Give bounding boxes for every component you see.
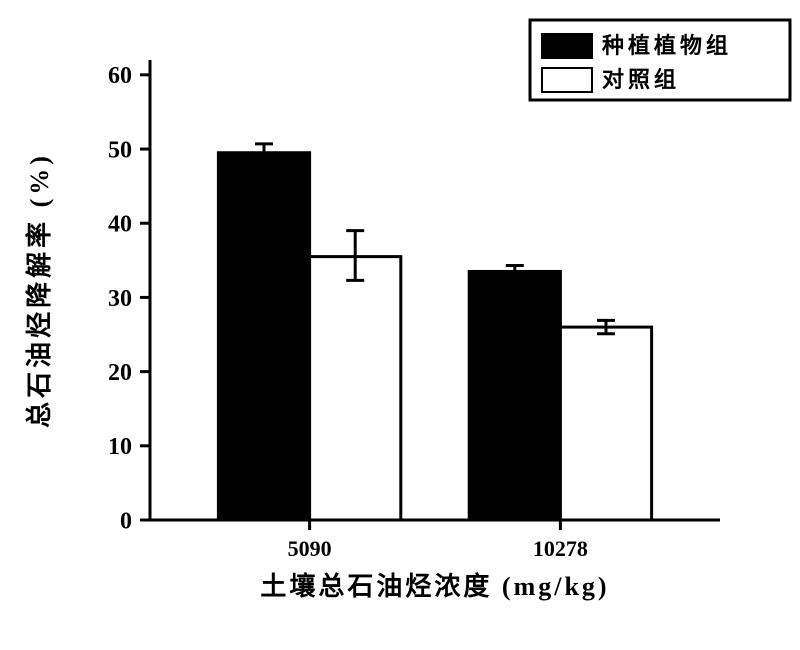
chart-svg: 0 10 20 30 40 50 60 总石油烃降解率 (%) 5090 10278 土壤总石油烃浓… (0, 0, 800, 650)
bar (560, 327, 651, 520)
x-axis-title: 土壤总石油烃浓度 (mg/kg) (260, 571, 609, 601)
bar (469, 271, 560, 520)
legend-label: 种植植物组 (602, 33, 732, 58)
legend-swatch (542, 34, 592, 58)
y-tick-label: 10 (108, 434, 132, 460)
x-tick-label: 5090 (288, 536, 332, 561)
bar (218, 153, 309, 520)
y-tick-label: 0 (120, 508, 132, 534)
x-tick-label: 10278 (533, 536, 588, 561)
y-tick-label: 60 (108, 63, 132, 89)
legend-swatch (542, 68, 592, 92)
bar-chart: 0 10 20 30 40 50 60 总石油烃降解率 (%) 5090 10278 土壤总石油烃浓… (0, 0, 800, 650)
y-tick-label: 50 (108, 137, 132, 163)
y-tick-label: 30 (108, 286, 132, 312)
y-tick-label: 20 (108, 360, 132, 386)
y-tick-label: 40 (108, 212, 132, 238)
y-axis-title: 总石油烃降解率 (%) (24, 152, 54, 428)
bar (310, 257, 401, 520)
legend-label: 对照组 (602, 67, 680, 92)
